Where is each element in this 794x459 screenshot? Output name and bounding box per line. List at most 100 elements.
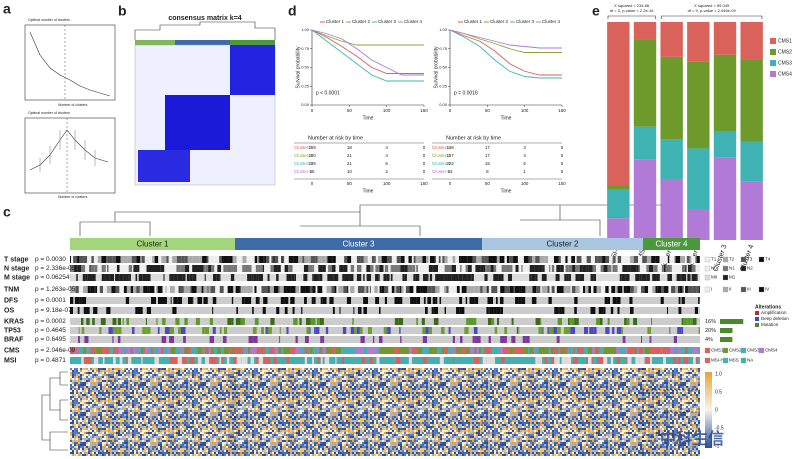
- track-cell: [191, 318, 196, 325]
- track-cell: [278, 286, 280, 293]
- track-cell: [378, 256, 382, 263]
- track-cell: [432, 327, 436, 334]
- legend-swatch: [704, 274, 711, 281]
- risk-value: 53: [447, 169, 453, 174]
- track-cell: [624, 318, 627, 325]
- track-cell: [351, 297, 354, 304]
- risk-value: 6: [385, 161, 388, 166]
- track-cell: [465, 297, 468, 304]
- track-cell: [543, 307, 548, 314]
- track-cell: [457, 347, 462, 354]
- track-cell: [558, 347, 560, 354]
- risk-tick-label: 150: [558, 181, 566, 186]
- track-cell: [223, 256, 229, 263]
- track-cell: [642, 336, 645, 343]
- track-cell: [577, 357, 583, 364]
- track-cell: [556, 318, 558, 325]
- silhouette-curve: [29, 129, 109, 171]
- track-cell: [228, 297, 232, 304]
- track-cell: [313, 297, 316, 304]
- track-cell: [350, 327, 355, 334]
- track-cell: [273, 256, 275, 263]
- track-cell: [152, 307, 157, 314]
- track-cell: [409, 286, 414, 293]
- track-cell: [654, 265, 658, 272]
- risk-value: 0: [423, 153, 426, 158]
- track-cell: [172, 256, 177, 263]
- track-cell: [444, 274, 448, 281]
- track-cell: [371, 274, 376, 281]
- track-cell: [694, 256, 696, 263]
- track-cell: [177, 297, 183, 304]
- track-cell: [322, 297, 327, 304]
- track-cell: [166, 286, 171, 293]
- track-cell: [81, 327, 85, 334]
- track-cell: [641, 274, 646, 281]
- track-cell: [253, 336, 258, 343]
- track-cell: [403, 357, 409, 364]
- track-cell: [374, 336, 378, 343]
- track-cell: [154, 274, 160, 281]
- track-cell: [240, 286, 244, 293]
- track-cell: [568, 256, 572, 263]
- track-cell: [259, 256, 264, 263]
- track-cell: [596, 297, 602, 304]
- track-cell: [565, 265, 569, 272]
- track-cell: [79, 327, 82, 334]
- track-cell: [217, 265, 222, 272]
- track-cell: [233, 274, 235, 281]
- risk-value: 10: [347, 169, 353, 174]
- track-cell: [513, 256, 518, 263]
- track-cell: [95, 274, 98, 281]
- track-cell: [617, 286, 623, 293]
- track-cell: [559, 274, 565, 281]
- track-cell: [683, 327, 686, 334]
- track-cell: [273, 286, 279, 293]
- track-cell: [556, 336, 558, 343]
- legend-swatch: [740, 265, 747, 272]
- track-cell: [370, 265, 374, 272]
- track-cell: [454, 327, 459, 334]
- track-cell: [491, 286, 496, 293]
- track-cell: [383, 265, 385, 272]
- track-cell: [431, 297, 433, 304]
- track-cell: [394, 274, 398, 281]
- track-cell: [327, 307, 332, 314]
- track-cell: [390, 286, 392, 293]
- y-tick-label: 0.75: [301, 46, 310, 51]
- track-cell: [292, 307, 295, 314]
- track-cell: [213, 307, 216, 314]
- track-cell: [118, 347, 124, 354]
- track-cell: [663, 357, 667, 364]
- track-cell: [70, 256, 72, 263]
- track-cell: [188, 336, 194, 343]
- track-cell: [370, 297, 372, 304]
- track-cell: [112, 327, 118, 334]
- track-cell: [429, 256, 435, 263]
- track-cell: [79, 336, 85, 343]
- track-cell: [379, 265, 384, 272]
- track-cell: [70, 274, 72, 281]
- track-cell: [188, 327, 193, 334]
- track-cell: [188, 297, 193, 304]
- track-cell: [416, 347, 419, 354]
- track-cell: [142, 347, 145, 354]
- track-cell: [213, 347, 218, 354]
- track-cell: [241, 357, 246, 364]
- track-cell: [84, 336, 89, 343]
- track-cell: [413, 256, 416, 263]
- track-cell: [209, 318, 214, 325]
- track-cell: [394, 265, 398, 272]
- track-cell: [176, 256, 182, 263]
- risk-name: Cluster 1: [294, 145, 313, 150]
- track-cell: [515, 265, 519, 272]
- track-cell: [328, 265, 333, 272]
- track-cell: [254, 256, 258, 263]
- track-cell: [600, 265, 604, 272]
- track-cell: [633, 307, 636, 314]
- track-cell: [93, 297, 98, 304]
- track-cell: [578, 318, 582, 325]
- track-cell: [402, 297, 407, 304]
- track-cell: [432, 318, 434, 325]
- track-cell: [521, 297, 526, 304]
